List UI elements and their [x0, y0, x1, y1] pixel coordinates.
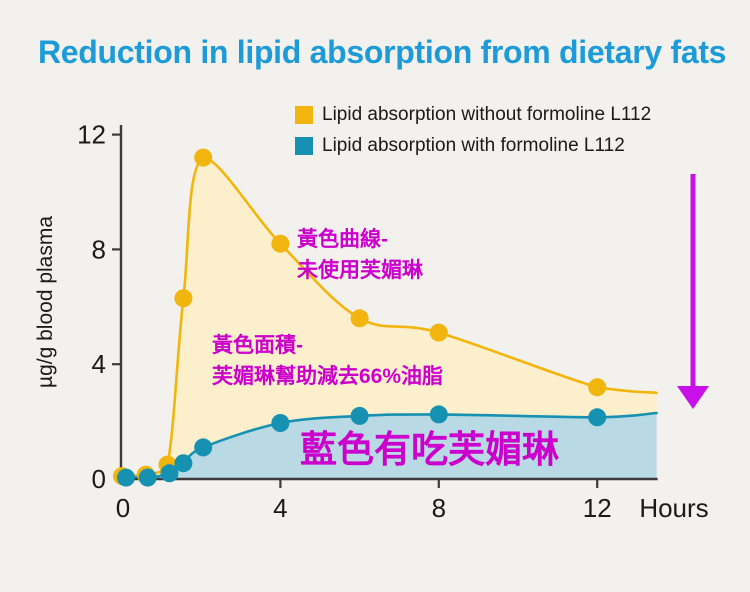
y-tick-label: 8 [92, 234, 106, 264]
x-axis-title: Hours [639, 493, 708, 523]
yellow-series-point [194, 148, 213, 167]
arrow-shaft [690, 174, 696, 388]
annotation-yellow-curve-line2: 未使用芙媚琳 [297, 259, 423, 282]
legend-item-with: Lipid absorption with formoline L112 [295, 135, 651, 157]
y-tick-label: 0 [92, 464, 106, 494]
legend-label-with: Lipid absorption with formoline L112 [322, 135, 625, 156]
chart-tick-labels: 0 4 8 12 0 4 8 12 Hours µg/g blood plasma [34, 120, 709, 523]
annotation-yellow-area-line1: 黃色面積- [212, 334, 303, 357]
annotation-yellow-curve-line1: 黃色曲線- [297, 228, 388, 251]
yellow-series-point [174, 289, 193, 308]
legend: Lipid absorption without formoline L112 … [295, 104, 651, 157]
chart-point-markers [113, 148, 607, 487]
annotation-blue-area: 藍色有吃芙媚琳 [300, 429, 559, 470]
annotation-yellow-area: 黃色面積- 芙媚琳幫助減去66%油脂 [212, 330, 443, 392]
arrow-head [677, 386, 709, 409]
annotation-yellow-curve: 黃色曲線- 未使用芙媚琳 [297, 224, 423, 286]
chart-title: Reduction in lipid absorption from dieta… [38, 34, 727, 70]
x-tick-label: 4 [273, 493, 287, 523]
teal-series-point [588, 408, 607, 427]
teal-series-point [194, 438, 213, 457]
legend-label-without: Lipid absorption without formoline L112 [322, 104, 652, 125]
yellow-series-area [122, 157, 657, 479]
legend-item-without: Lipid absorption without formoline L112 [295, 104, 651, 126]
teal-series-point [138, 468, 157, 487]
annotation-yellow-area-line2: 芙媚琳幫助減去66%油脂 [212, 365, 444, 388]
y-axis-title: µg/g blood plasma [34, 216, 57, 388]
teal-series-point [160, 464, 179, 483]
yellow-series-point [588, 378, 607, 397]
yellow-series-point [429, 323, 448, 342]
yellow-series-point [350, 309, 369, 328]
teal-series-point [429, 405, 448, 424]
y-tick-label: 12 [77, 120, 106, 150]
chart-axes [112, 125, 658, 488]
y-tick-label: 4 [92, 349, 106, 379]
teal-series-point [271, 414, 290, 432]
legend-swatch-teal [295, 137, 313, 155]
yellow-series-point [271, 234, 290, 253]
x-tick-label: 8 [432, 493, 446, 523]
x-tick-label: 12 [583, 493, 612, 523]
legend-swatch-yellow [295, 106, 313, 124]
teal-series-point [350, 406, 369, 425]
teal-series-point [117, 468, 135, 487]
x-tick-label: 0 [116, 493, 130, 523]
teal-series-point [174, 454, 193, 473]
reduction-arrow-icon [677, 174, 709, 409]
